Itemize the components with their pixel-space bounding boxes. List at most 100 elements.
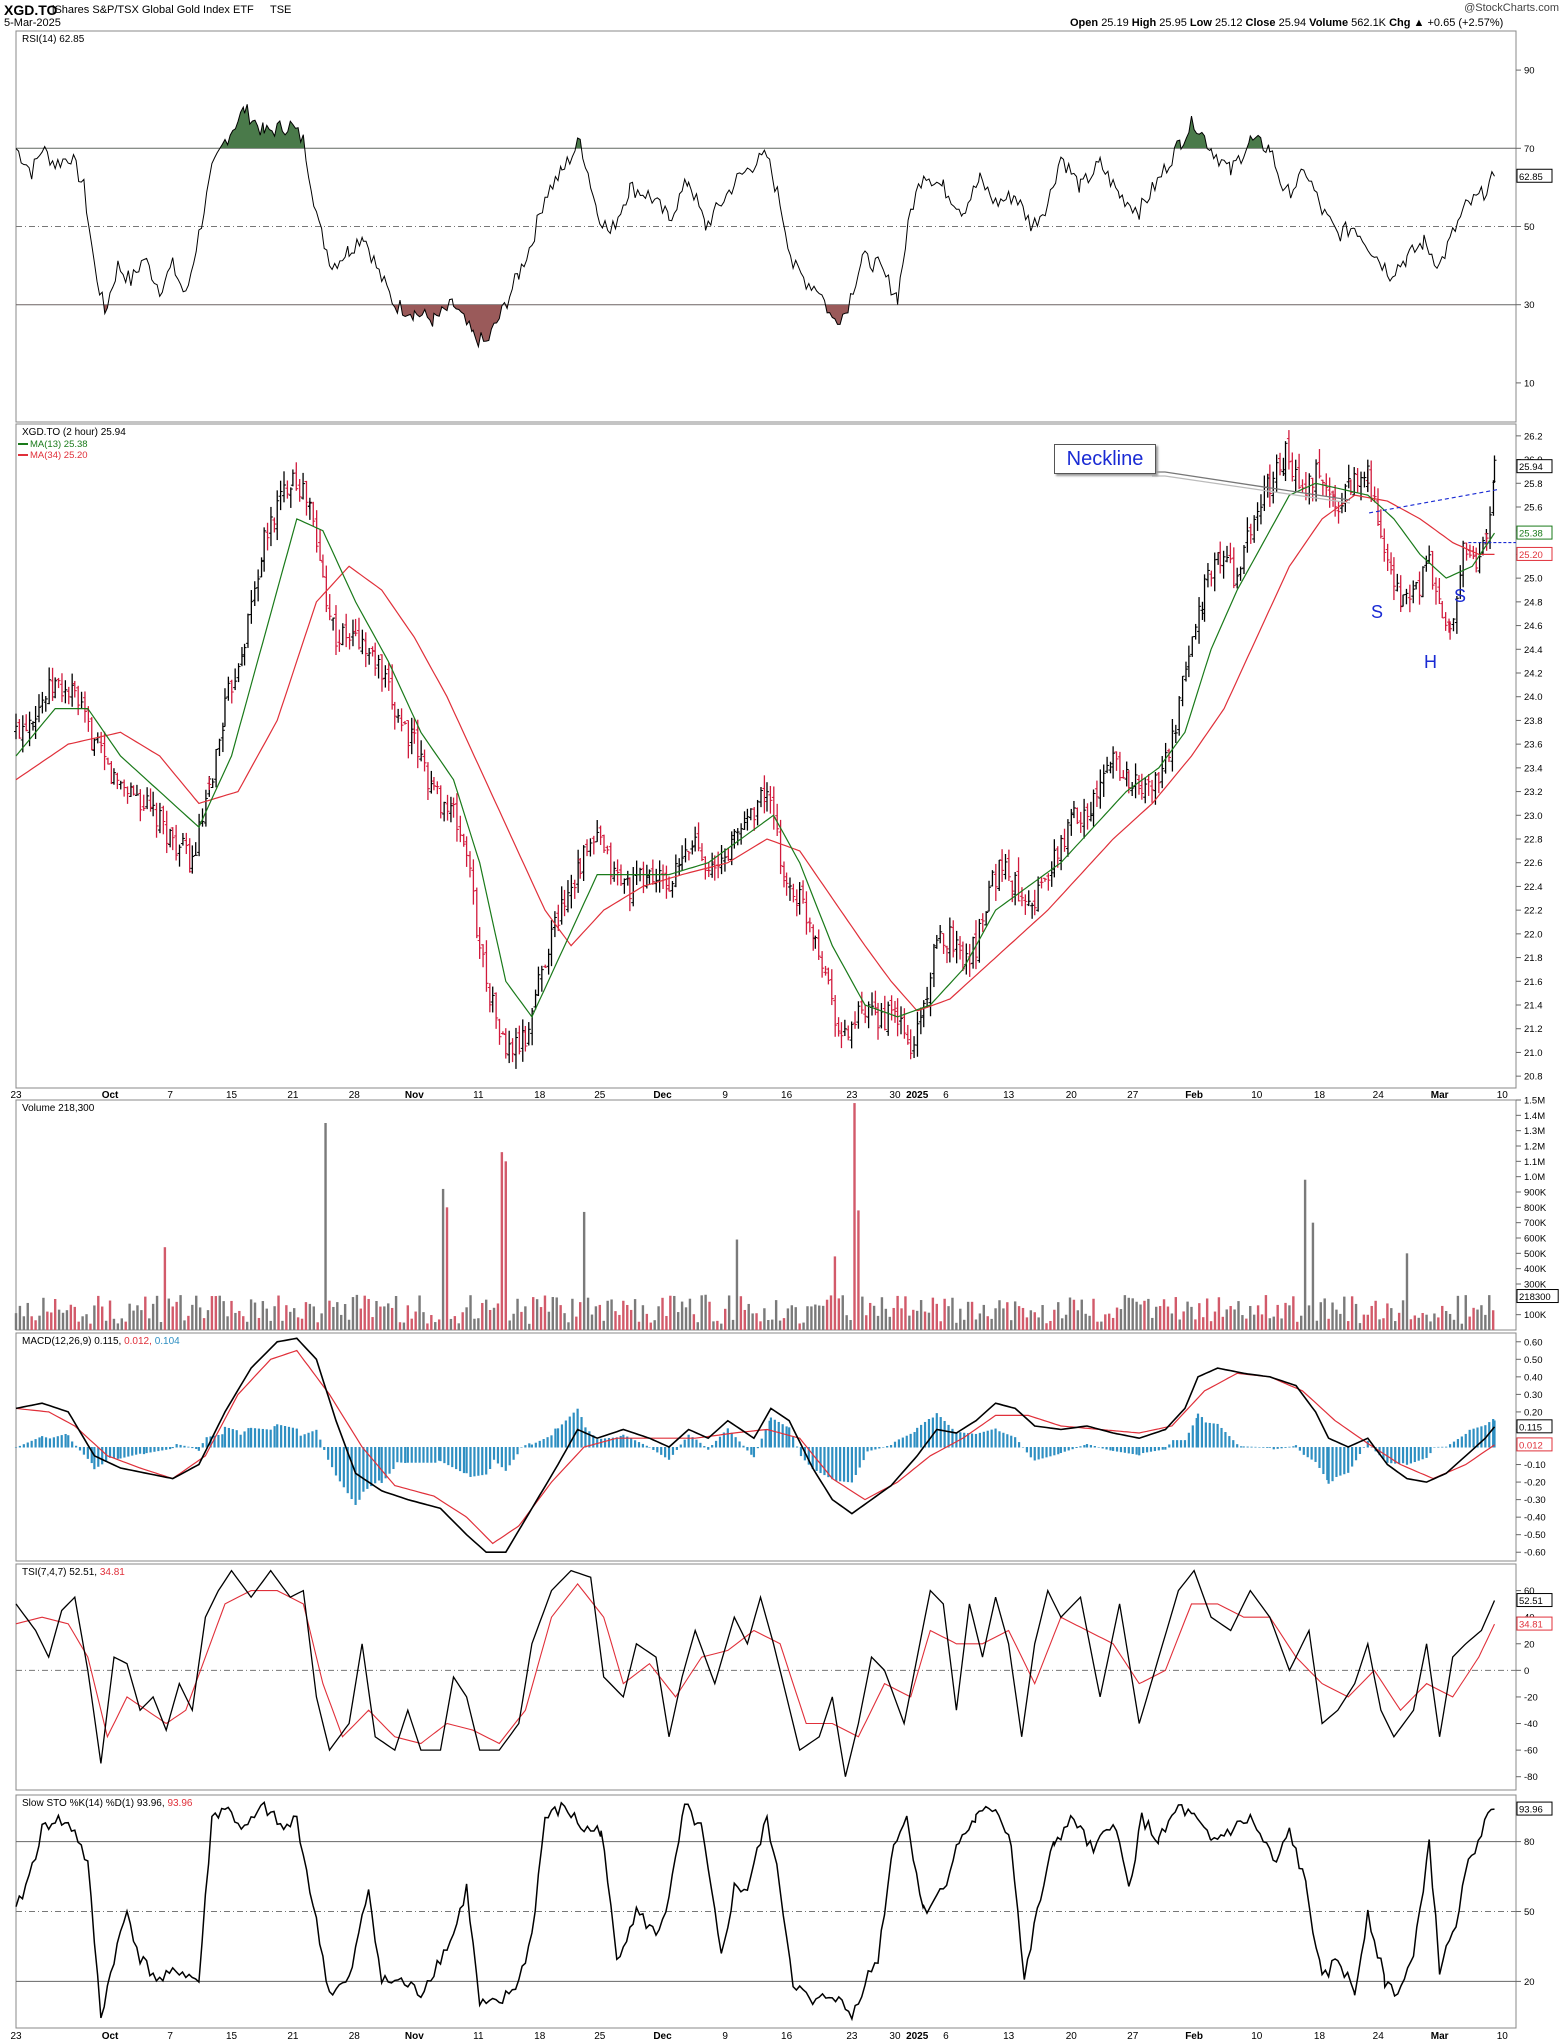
right-shoulder-label: S	[1454, 586, 1467, 606]
rsi-tick-label: 30	[1524, 300, 1535, 311]
volume-tick-label: 500K	[1524, 1249, 1547, 1260]
macd-histogram-bar	[217, 1434, 220, 1448]
price-x-tick-label: 16	[781, 1090, 793, 1101]
macd-histogram-bar	[112, 1447, 116, 1459]
macd-histogram-bar	[145, 1447, 148, 1454]
volume-bar	[191, 1304, 194, 1330]
price-tick-label: 24.6	[1524, 621, 1543, 632]
macd-histogram-bar	[396, 1447, 399, 1463]
volume-bar	[794, 1307, 797, 1330]
macd-histogram-bar	[1179, 1440, 1183, 1448]
volume-bar	[1452, 1319, 1456, 1330]
volume-bar	[1241, 1315, 1244, 1330]
macd-histogram-bar	[1335, 1447, 1338, 1477]
volume-bar	[1288, 1305, 1291, 1330]
macd-histogram-bar	[1119, 1447, 1123, 1453]
macd-histogram-bar	[205, 1437, 208, 1448]
volume-bar	[371, 1317, 374, 1330]
volume-bar	[1397, 1312, 1401, 1330]
volume-bar	[469, 1295, 472, 1330]
macd-histogram-bar	[1049, 1447, 1052, 1457]
volume-bar	[124, 1321, 127, 1330]
macd-histogram-bar	[1351, 1447, 1354, 1467]
macd-histogram-bar	[1083, 1445, 1086, 1448]
volume-bar	[453, 1316, 457, 1330]
chart-date: 5-Mar-2025	[4, 17, 61, 29]
macd-histogram-bar	[1425, 1447, 1428, 1458]
price-tick-label: 20.8	[1524, 1072, 1543, 1083]
volume-bar	[963, 1319, 966, 1330]
macd-histogram-bar	[528, 1443, 531, 1448]
macd-histogram-bar	[1067, 1447, 1070, 1451]
volume-tick-label: 1.0M	[1524, 1172, 1545, 1183]
macd-tick-label: 0.20	[1524, 1407, 1543, 1418]
price-x-tick-label: Feb	[1185, 1090, 1203, 1101]
volume-bar	[849, 1320, 852, 1330]
volume-bar	[1484, 1314, 1487, 1330]
volume-bar	[1237, 1301, 1240, 1330]
ticker: XGD.TO	[4, 2, 58, 18]
macd-histogram-bar	[473, 1447, 476, 1477]
volume-bar	[387, 1303, 390, 1330]
volume-bar	[594, 1306, 598, 1330]
volume-bar	[778, 1320, 782, 1330]
volume-bar	[430, 1315, 433, 1330]
volume-bar	[230, 1300, 233, 1330]
volume-bar	[939, 1321, 942, 1330]
volume-bar	[379, 1306, 382, 1330]
price-x-tick-label: 18	[1314, 1090, 1326, 1101]
neckline-callout-pointer	[1152, 471, 1351, 501]
macd-histogram-bar	[1021, 1447, 1025, 1448]
macd-histogram-bar	[568, 1416, 571, 1448]
macd-histogram-bar	[38, 1437, 41, 1448]
volume-bar	[1276, 1304, 1279, 1330]
volume-bar	[1104, 1314, 1107, 1330]
volume-bar	[1041, 1305, 1044, 1330]
volume-bar	[1147, 1298, 1150, 1330]
macd-histogram-bar	[874, 1447, 877, 1450]
tsi-tick-label: 0	[1524, 1666, 1529, 1677]
macd-tick-label: -0.40	[1524, 1513, 1546, 1524]
macd-histogram-bar	[795, 1446, 799, 1448]
price-value-badge-text: 25.94	[1519, 462, 1543, 473]
macd-histogram-bar	[913, 1432, 916, 1448]
high-value: 25.95	[1159, 17, 1187, 29]
price-tick-label: 21.0	[1524, 1048, 1543, 1059]
volume-bar	[743, 1309, 746, 1330]
volume-bar	[923, 1311, 927, 1330]
volume-bar	[116, 1323, 120, 1330]
macd-histogram-bar	[334, 1447, 338, 1476]
ma13-legend-text: MA(13) 25.38	[30, 439, 88, 450]
macd-histogram-bar	[738, 1441, 741, 1448]
open-label: Open	[1070, 17, 1099, 29]
volume-bar	[966, 1301, 970, 1330]
macd-line	[15, 1337, 1496, 1553]
macd-histogram-bar	[633, 1440, 637, 1448]
macd-histogram-bar	[1037, 1447, 1040, 1460]
macd-histogram-bar	[1071, 1447, 1074, 1450]
volume-bar	[1127, 1297, 1130, 1330]
volume-bar	[684, 1307, 688, 1330]
macd-histogram-bar	[93, 1447, 96, 1470]
volume-bar	[304, 1302, 308, 1330]
bottom-x-tick-label: 23	[846, 2031, 858, 2042]
volume-bar	[1068, 1297, 1072, 1330]
volume-bar	[206, 1310, 210, 1330]
macd-histogram-bar	[465, 1447, 468, 1474]
macd-histogram-bar	[315, 1429, 318, 1448]
macd-histogram-bar	[584, 1427, 587, 1448]
macd-histogram-bar	[319, 1439, 322, 1448]
volume-bar	[132, 1310, 135, 1330]
macd-histogram-bar	[434, 1447, 437, 1463]
volume-bar	[676, 1312, 680, 1330]
tsi-signal-value-badge-text: 34.81	[1519, 1620, 1543, 1631]
volume-bar	[210, 1296, 214, 1330]
macd-histogram-bar	[1276, 1447, 1279, 1449]
macd-histogram-bar	[850, 1447, 853, 1483]
price-frame	[15, 423, 1517, 1089]
volume-bar	[1260, 1314, 1264, 1330]
rsi-line	[15, 104, 1495, 349]
volume-bar	[774, 1300, 778, 1330]
volume-bar	[1143, 1300, 1146, 1330]
macd-histogram-bar	[195, 1447, 198, 1449]
